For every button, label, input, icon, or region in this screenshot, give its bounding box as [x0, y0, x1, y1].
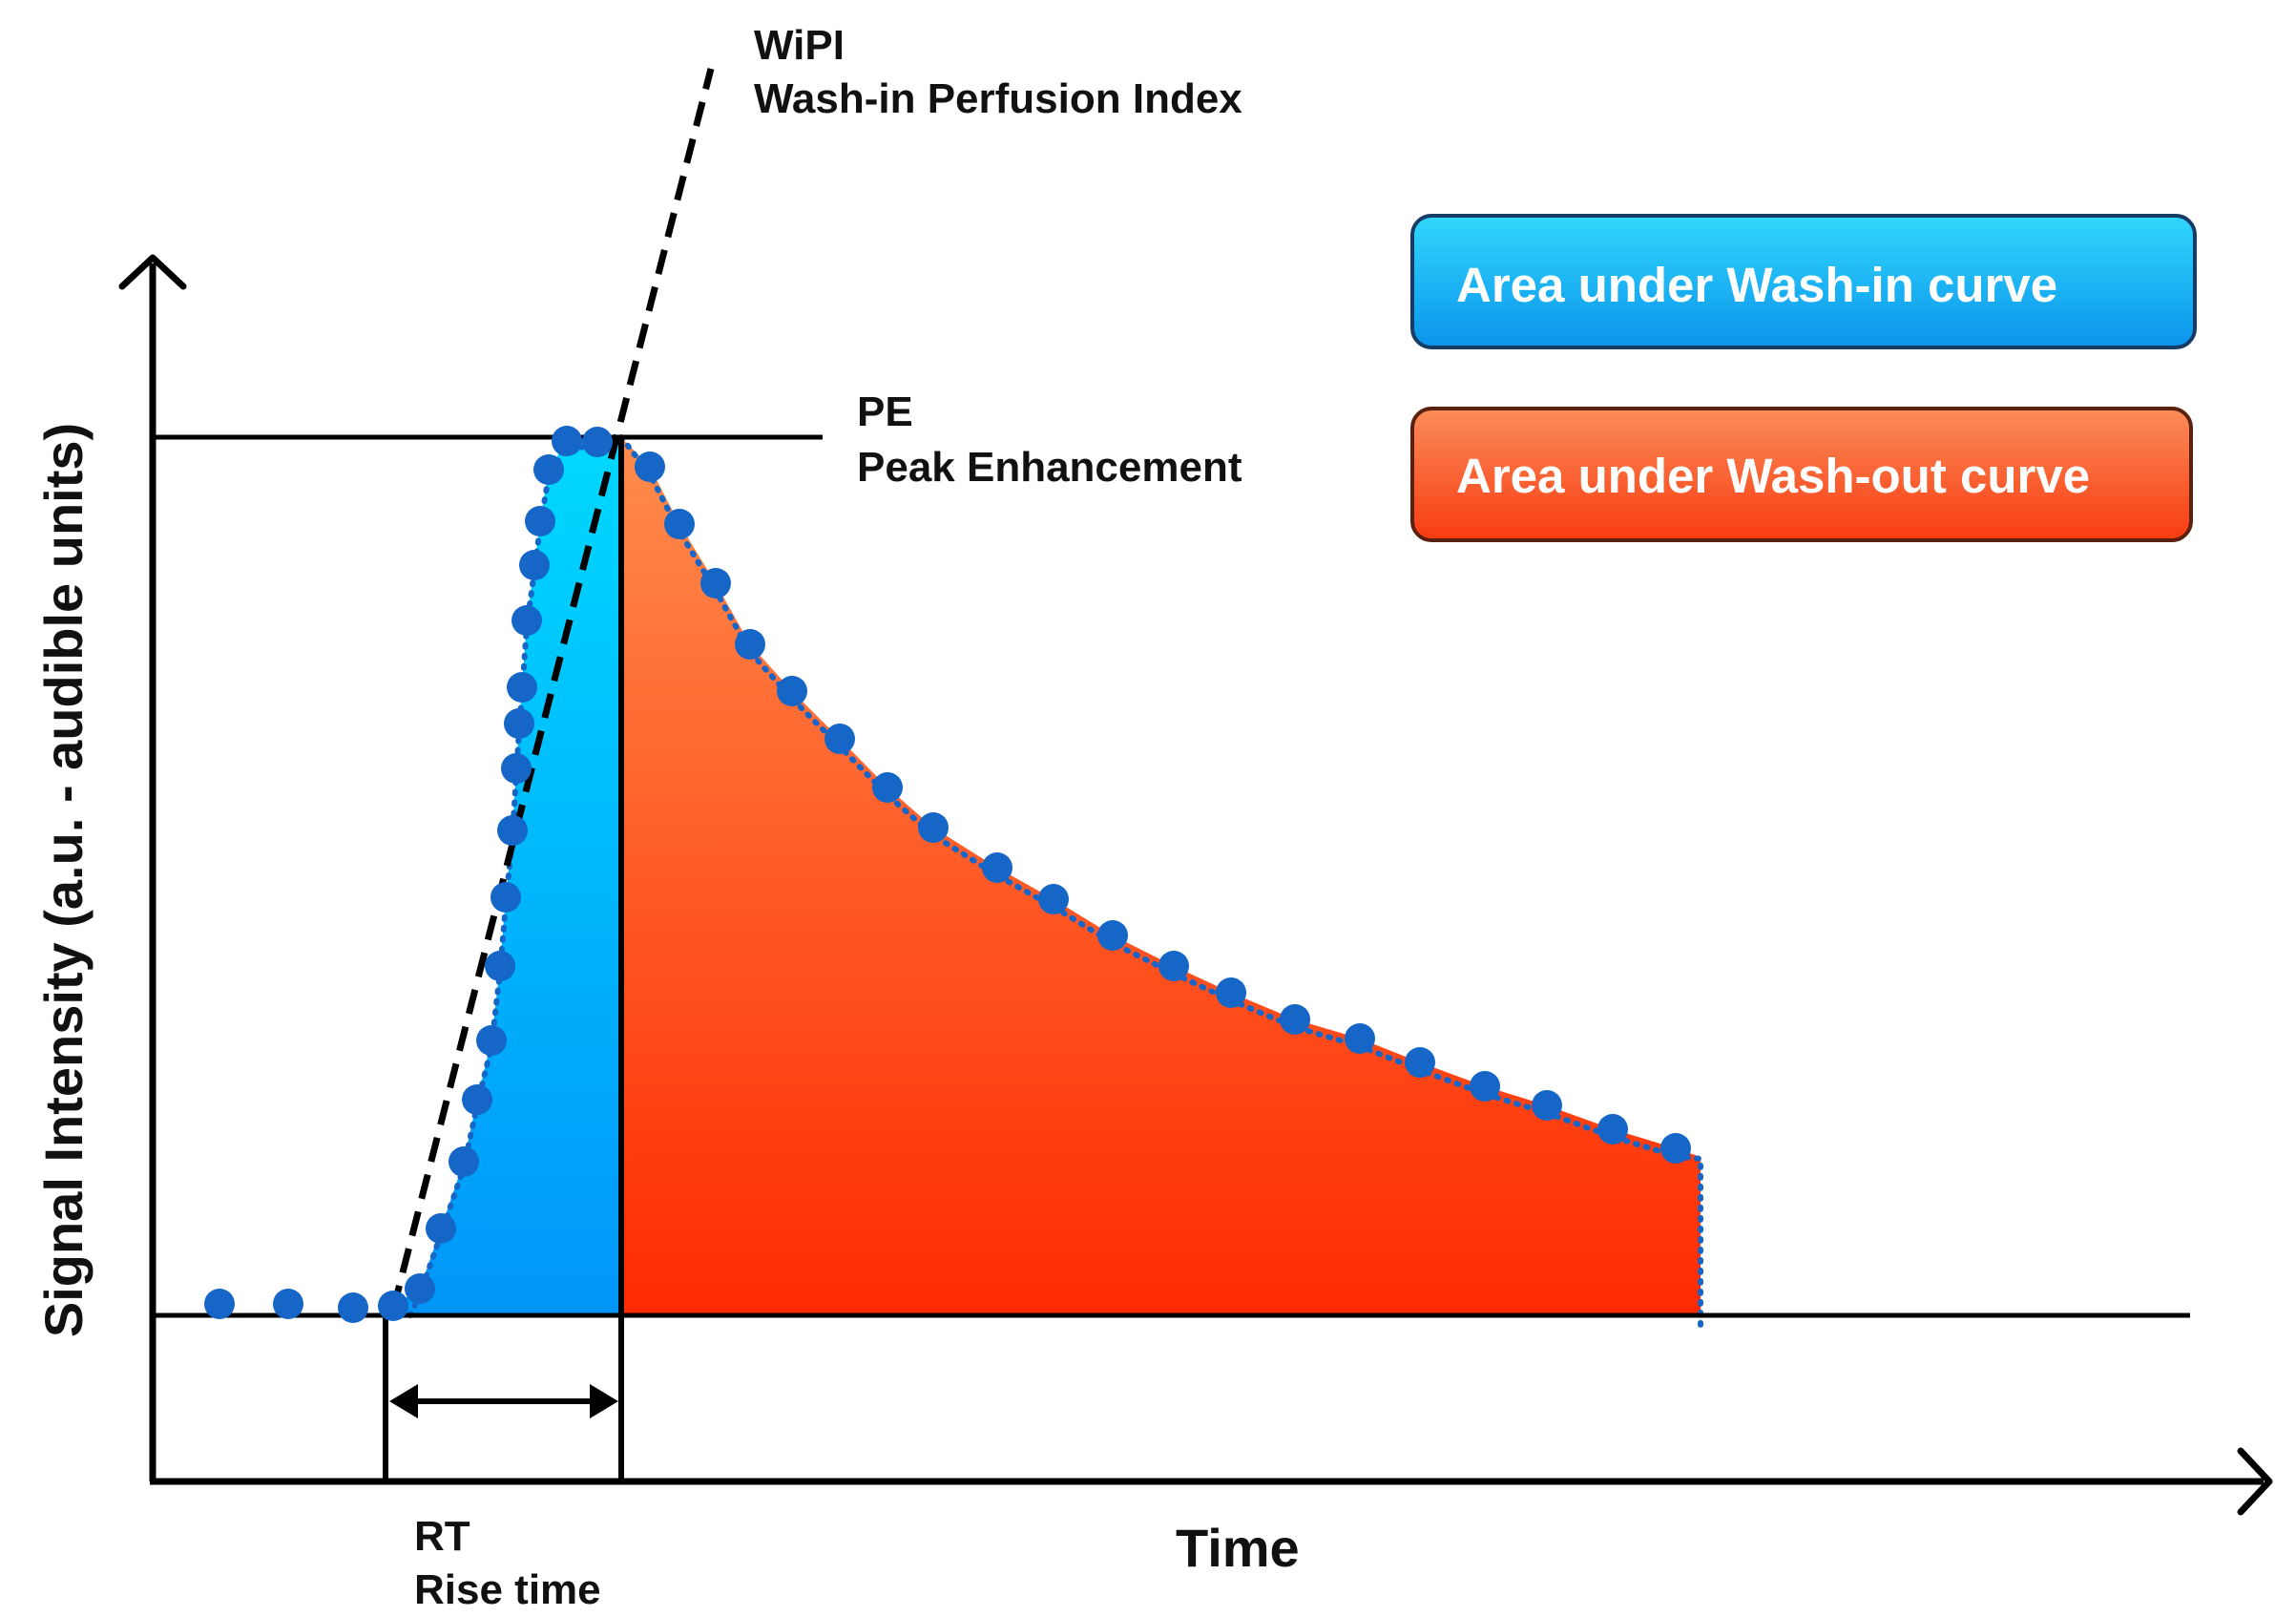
signal-point [476, 1025, 507, 1056]
signal-point [426, 1213, 456, 1244]
legend-wash-in-label: Area under Wash-in curve [1456, 258, 2057, 312]
rt-abbrev: RT [414, 1513, 470, 1560]
signal-point [872, 772, 903, 803]
signal-point [1405, 1047, 1435, 1078]
signal-point [204, 1289, 235, 1319]
signal-point [1280, 1004, 1310, 1035]
signal-point [1470, 1071, 1500, 1102]
signal-point [777, 676, 807, 706]
signal-point [1038, 884, 1069, 914]
signal-point [982, 852, 1012, 883]
signal-point [1097, 920, 1128, 951]
signal-point [497, 815, 528, 846]
rt-label: Rise time [414, 1566, 601, 1613]
legend-wash-in: Area under Wash-in curve [1410, 214, 2197, 349]
wipi-label: Wash-in Perfusion Index [754, 75, 1242, 122]
x-axis-title: Time [1176, 1518, 1300, 1578]
y-axis [118, 254, 187, 1481]
y-axis-title: Signal Intensity (a.u. - audible units) [33, 423, 94, 1337]
signal-point [519, 550, 550, 580]
signal-point [449, 1146, 479, 1177]
signal-point [405, 1273, 435, 1304]
signal-point [1660, 1133, 1691, 1164]
signal-point [273, 1289, 303, 1319]
signal-point [582, 427, 613, 457]
signal-point [504, 708, 534, 739]
signal-point [700, 568, 731, 598]
signal-point [1216, 977, 1246, 1008]
legend-wash-out-label: Area under Wash-out curve [1456, 449, 2090, 503]
wash-out-area [621, 437, 1701, 1315]
signal-point [501, 753, 532, 784]
signal-point [533, 454, 564, 485]
signal-point [511, 605, 542, 636]
signal-point [338, 1292, 368, 1323]
signal-point [552, 426, 582, 456]
wipi-abbrev: WiPI [754, 22, 845, 69]
signal-point [735, 629, 765, 660]
wash-out-outline [618, 434, 1703, 1330]
signal-point [664, 509, 695, 539]
x-axis [150, 1447, 2273, 1516]
signal-point [378, 1291, 408, 1321]
signal-point [507, 672, 537, 703]
signal-point [824, 724, 855, 754]
signal-point [635, 452, 665, 482]
pe-label: Peak Enhancement [857, 444, 1242, 491]
signal-point [1345, 1023, 1375, 1054]
rise-time-arrow [389, 1384, 618, 1418]
signal-point [462, 1084, 492, 1115]
signal-point [1158, 951, 1189, 981]
legend-wash-out: Area under Wash-out curve [1410, 407, 2193, 542]
wash-in-area [393, 437, 621, 1315]
pe-abbrev: PE [857, 388, 913, 435]
signal-point [485, 951, 515, 981]
signal-point [1597, 1114, 1628, 1144]
signal-points [204, 426, 1691, 1323]
signal-point [525, 506, 555, 536]
signal-point [491, 882, 521, 913]
signal-point [1532, 1090, 1562, 1121]
wipi-tangent-line [389, 68, 715, 1311]
signal-point [918, 812, 949, 843]
